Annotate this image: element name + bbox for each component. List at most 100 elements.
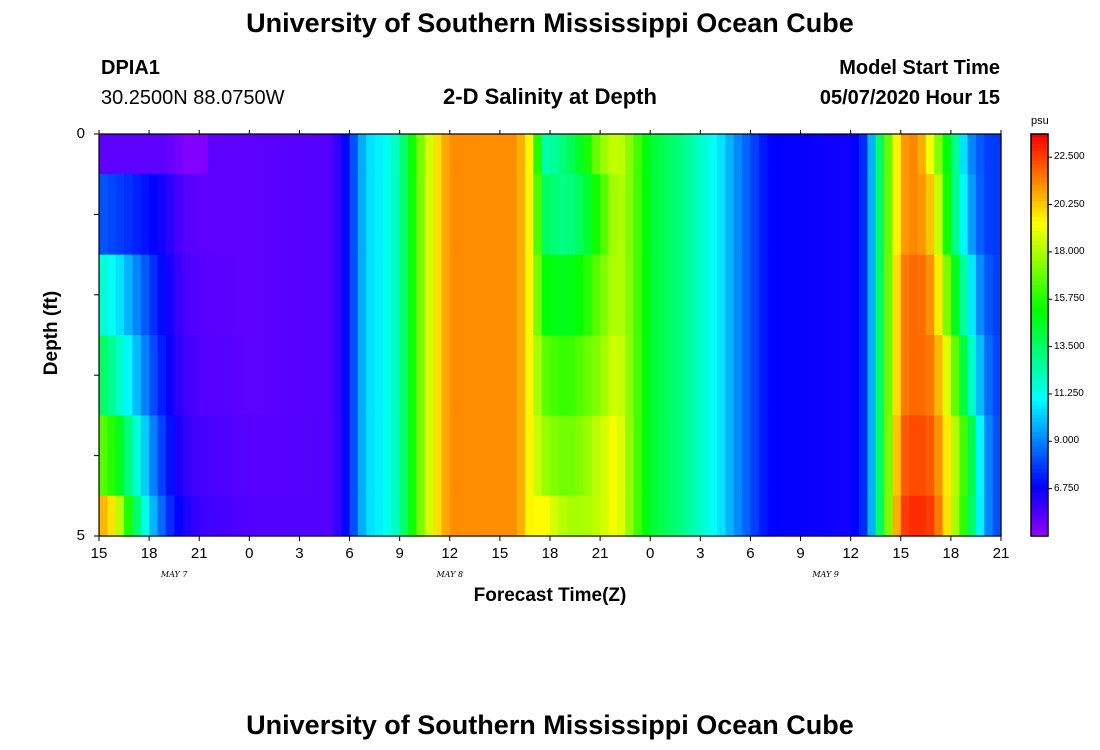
heatmap-cell <box>658 415 668 497</box>
heatmap-cell <box>483 495 493 537</box>
heatmap-cell <box>641 254 651 336</box>
heatmap-cell <box>433 495 443 537</box>
heatmap-cell <box>583 134 593 175</box>
colorbar-segment <box>1031 298 1048 303</box>
heatmap-cell <box>992 134 1002 175</box>
heatmap-cell <box>115 415 125 497</box>
heatmap-cell <box>641 174 651 256</box>
colorbar-segment <box>1031 180 1048 185</box>
heatmap-cell <box>708 254 718 336</box>
heatmap-cell <box>483 415 493 497</box>
heatmap-cell <box>909 335 919 416</box>
heatmap-cell <box>215 335 225 416</box>
heatmap-cell <box>408 174 417 256</box>
heatmap-cell <box>424 174 434 256</box>
colorbar-segment <box>1031 335 1048 339</box>
heatmap-cell <box>224 335 234 416</box>
heatmap-cell <box>408 415 417 497</box>
heatmap-cell <box>99 254 108 336</box>
heatmap-cell <box>917 495 927 537</box>
heatmap-cell <box>583 335 593 416</box>
heatmap-cell <box>408 134 417 175</box>
heatmap-cell <box>124 174 134 256</box>
colorbar-segment <box>1031 415 1048 420</box>
heatmap-cell <box>625 134 635 175</box>
heatmap-cell <box>215 254 225 336</box>
heatmap-cell <box>207 415 217 497</box>
heatmap-cell <box>533 134 543 175</box>
heatmap-cell <box>992 335 1002 416</box>
heatmap-cell <box>733 254 743 336</box>
heatmap-cell <box>307 495 317 537</box>
colorbar-segment <box>1031 499 1048 504</box>
heatmap-cell <box>600 134 610 175</box>
heatmap-cell <box>884 495 894 537</box>
heatmap-cell <box>199 134 209 175</box>
heatmap-cell <box>466 335 476 416</box>
colorbar-segment <box>1031 462 1048 467</box>
heatmap-cell <box>892 495 902 537</box>
heatmap-cell <box>224 134 234 175</box>
colorbar-segment <box>1031 140 1048 145</box>
heatmap-cell <box>583 415 593 497</box>
heatmap-cell <box>942 495 952 537</box>
heatmap-cell <box>842 495 852 537</box>
heatmap-cell <box>516 495 526 537</box>
heatmap-cell <box>266 134 275 175</box>
heatmap-cell <box>825 134 835 175</box>
heatmap-cell <box>491 495 501 537</box>
heatmap-cell <box>833 415 843 497</box>
heatmap-cell <box>307 134 317 175</box>
heatmap-cell <box>382 254 392 336</box>
colorbar-segment <box>1031 398 1048 403</box>
heatmap-cell <box>934 415 944 497</box>
heatmap-cell <box>850 174 860 256</box>
heatmap-cell <box>641 415 651 497</box>
heatmap-cell <box>99 415 108 497</box>
heatmap-cell <box>341 254 351 336</box>
colorbar-segment <box>1031 308 1048 313</box>
heatmap-cell <box>232 134 242 175</box>
x-tick-label: 18 <box>140 545 158 562</box>
colorbar-segment <box>1031 418 1048 423</box>
heatmap-cell <box>299 415 309 497</box>
heatmap-cell <box>149 415 159 497</box>
heatmap-cell <box>399 495 409 537</box>
heatmap-cell <box>115 254 125 336</box>
heatmap-cell <box>491 134 501 175</box>
heatmap-cell <box>892 254 902 336</box>
x-axis-ticks <box>98 130 1002 541</box>
colorbar-segment <box>1031 164 1048 169</box>
colorbar-segment <box>1031 502 1048 507</box>
heatmap-cell <box>366 174 376 256</box>
heatmap-cell <box>859 254 868 336</box>
heatmap-cell <box>474 254 484 336</box>
heatmap-cell <box>232 335 242 416</box>
heatmap-cell <box>341 335 351 416</box>
heatmap-cell <box>683 415 693 497</box>
heatmap-cell <box>725 495 735 537</box>
heatmap-cell <box>140 415 150 497</box>
heatmap-cell <box>274 174 284 256</box>
colorbar-segment <box>1031 274 1048 279</box>
colorbar-segment <box>1031 217 1048 222</box>
heatmap-cell <box>190 495 200 537</box>
heatmap-cell <box>249 335 259 416</box>
heatmap-cell <box>207 254 217 336</box>
heatmap-cell <box>316 174 326 256</box>
heatmap-cell <box>257 134 267 175</box>
heatmap-cell <box>850 335 860 416</box>
heatmap-cell <box>717 415 726 497</box>
heatmap-cell <box>825 495 835 537</box>
heatmap-cell <box>934 254 944 336</box>
colorbar-segment <box>1031 341 1048 346</box>
heatmap-cell <box>374 415 384 497</box>
heatmap-cell <box>708 495 718 537</box>
heatmap-cell <box>458 335 468 416</box>
heatmap-cell <box>266 415 275 497</box>
heatmap-cell <box>925 415 935 497</box>
x-tick-label: 0 <box>245 545 254 562</box>
heatmap-cell <box>725 254 735 336</box>
heatmap-cell <box>332 415 342 497</box>
heatmap-cell <box>783 174 793 256</box>
